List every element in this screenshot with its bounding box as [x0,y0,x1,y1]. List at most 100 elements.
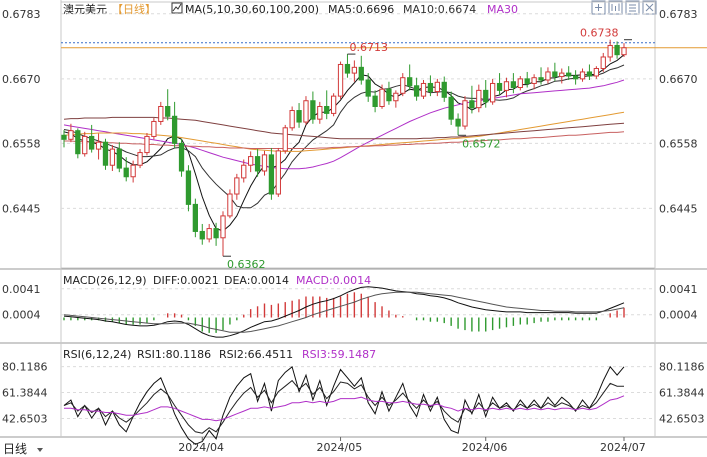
candle-body [337,63,344,97]
candle-body [82,135,88,155]
candle-body [192,203,199,232]
candle-body [330,95,337,114]
candle-body [185,170,192,205]
candle-body [586,71,593,77]
macd-dea-line [63,291,625,333]
macd-histogram-value: MACD:0.0014 [296,274,371,287]
y-tick-label-right: 80.1186 [659,361,705,374]
ma-line-ma30 [63,79,625,170]
candle-body [213,228,219,239]
candle-body [441,81,447,98]
candle-body [75,130,81,155]
candle-body [469,100,475,109]
y-tick-label-right: 0.0004 [659,309,698,322]
annotation-label: 0.6572 [462,137,501,150]
candle-body [151,120,157,137]
candle-body [261,154,268,172]
candle-body [510,81,517,88]
candle-body [559,72,565,78]
ma-line-ma5 [63,54,625,232]
candle-body [317,105,323,120]
candle-body [234,177,240,195]
y-tick-label-left: 0.6445 [2,202,41,215]
candle-body [572,75,579,80]
candle-body [517,78,523,88]
rsi2-value: RSI2:66.4511 [219,348,293,361]
candle-body [462,100,468,127]
candle-body [296,110,302,123]
candle-body [434,81,440,93]
macd-dea-value: DEA:0.0014 [224,274,289,287]
annotation-label: 0.6713 [349,41,388,54]
candle-body [621,47,627,56]
macd-diff-line [63,286,625,338]
candle-body [358,66,364,81]
bar-layout-icon[interactable] [608,0,623,15]
candle-body [400,77,406,94]
candle-body [206,228,212,240]
candle-body [552,71,558,78]
x-tick-label: 2024/04 [178,441,224,454]
candle-body [137,152,143,166]
y-tick-label-right: 0.6445 [659,202,698,215]
candle-body [109,148,116,166]
candle-body [171,115,178,144]
candle-body [68,130,74,140]
candle-body [407,77,413,87]
y-tick-label-left: 0.6558 [2,137,41,150]
y-tick-label-left: 0.6783 [2,8,41,21]
candle-body [254,156,261,172]
period-button[interactable]: 日线 [3,442,43,456]
candle-body [116,148,122,169]
annotation-label: 0.6738 [580,27,619,40]
candle-body [455,118,461,127]
ma10-value: MA10:0.6674 [403,3,476,16]
candle-body [593,67,599,77]
candle-body [448,96,454,120]
y-tick-label-left: 0.0004 [2,309,41,322]
candle-body [607,44,613,58]
close-icon[interactable] [642,0,657,15]
macd-diff-value: DIFF:0.0021 [153,274,219,287]
candle-body [386,88,392,102]
candle-body [289,110,295,129]
candle-body [372,95,378,107]
annotation-label: 0.6362 [227,258,265,271]
candle-body [483,89,489,103]
ma-line-ma100 [63,116,625,140]
candle-body [600,56,606,69]
y-tick-label-left: 0.0041 [2,283,41,296]
candle-body [130,164,136,178]
settings-icon[interactable] [625,0,640,15]
candle-body [503,81,510,91]
svg-text:日线: 日线 [3,442,27,456]
candle-body [476,89,482,109]
candle-body [427,82,434,93]
x-tick-label: 2024/07 [600,441,646,454]
candle-body [303,100,309,123]
indicator-toggle-icon[interactable] [171,2,183,14]
y-tick-label-right: 0.6783 [659,8,698,21]
candle-body [489,82,496,103]
y-tick-label-left: 80.1186 [2,361,48,374]
symbol-label: 澳元美元 [63,3,107,16]
candle-body [178,142,185,172]
ma30-value: MA30 [487,3,518,16]
x-tick-label: 2024/06 [462,441,508,454]
candle-body [248,156,254,166]
zoom-in-icon[interactable] [591,0,606,15]
candle-body [102,141,109,166]
candle-body [524,78,530,84]
ma-line-ma60 [63,111,625,152]
period-label[interactable]: 【日线】 [112,2,156,16]
candle-body [95,141,102,150]
candle-body [268,154,275,195]
candle-body [165,105,171,117]
candle-body [379,88,385,107]
rsi-line-rsi2 [63,379,624,434]
candle-body [413,85,420,97]
x-tick-label: 2024/05 [317,441,363,454]
macd-label: MACD(26,12,9) [63,274,147,287]
y-tick-label-left: 61.3844 [2,387,48,400]
